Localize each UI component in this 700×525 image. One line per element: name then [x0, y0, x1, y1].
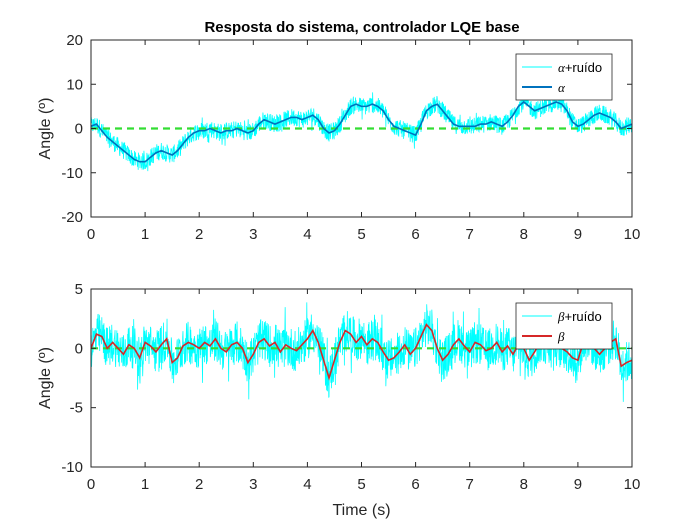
x-tick-label: 2: [195, 226, 203, 243]
x-tick-label: 6: [411, 226, 419, 243]
figure-title: Resposta do sistema, controlador LQE bas…: [204, 19, 519, 36]
x-tick-label: 2: [195, 476, 203, 493]
y-axis-label: Angle (º): [37, 98, 54, 160]
noisy-series-line: [91, 92, 632, 172]
x-tick-label: 6: [411, 476, 419, 493]
y-tick-label: 0: [75, 340, 83, 357]
x-axis-label: Time (s): [332, 502, 390, 519]
x-tick-label: 4: [303, 476, 311, 493]
legend-symbol: β: [557, 309, 565, 324]
x-tick-label: 0: [87, 476, 95, 493]
y-tick-label: -5: [70, 400, 83, 417]
estimate-series-line: [91, 100, 632, 163]
x-tick-label: 3: [249, 226, 257, 243]
noisy-series-line: [91, 302, 632, 402]
y-tick-label: 0: [75, 121, 83, 138]
legend-box: [515, 53, 613, 101]
y-tick-label: -10: [61, 459, 83, 476]
legend-entry: α: [558, 80, 566, 95]
x-tick-label: 1: [141, 226, 149, 243]
legend-symbol: β: [557, 329, 565, 344]
legend-symbol: α: [558, 80, 566, 95]
y-tick-label: 10: [66, 76, 83, 93]
x-tick-label: 10: [624, 476, 641, 493]
x-tick-label: 9: [574, 476, 582, 493]
x-tick-label: 8: [520, 476, 528, 493]
y-tick-label: -10: [61, 165, 83, 182]
legend-suffix: +ruído: [564, 309, 601, 324]
legend-suffix: +ruído: [565, 60, 602, 75]
x-tick-label: 3: [249, 476, 257, 493]
y-tick-label: -20: [61, 209, 83, 226]
x-tick-label: 5: [357, 226, 365, 243]
legend-symbol: α: [558, 60, 566, 75]
legend-entry: β: [557, 329, 565, 344]
y-axis-label: Angle (º): [37, 347, 54, 409]
x-tick-label: 8: [520, 226, 528, 243]
x-tick-label: 9: [574, 226, 582, 243]
legend-entry: β+ruído: [557, 309, 602, 324]
y-tick-label: 5: [75, 281, 83, 298]
legend-entry: α+ruído: [558, 60, 602, 75]
x-tick-label: 5: [357, 476, 365, 493]
x-tick-label: 4: [303, 226, 311, 243]
x-tick-label: 7: [466, 226, 474, 243]
legend-box: [515, 302, 613, 350]
y-tick-label: 20: [66, 32, 83, 49]
x-tick-label: 1: [141, 476, 149, 493]
x-tick-label: 10: [624, 226, 641, 243]
x-tick-label: 0: [87, 226, 95, 243]
x-tick-label: 7: [466, 476, 474, 493]
